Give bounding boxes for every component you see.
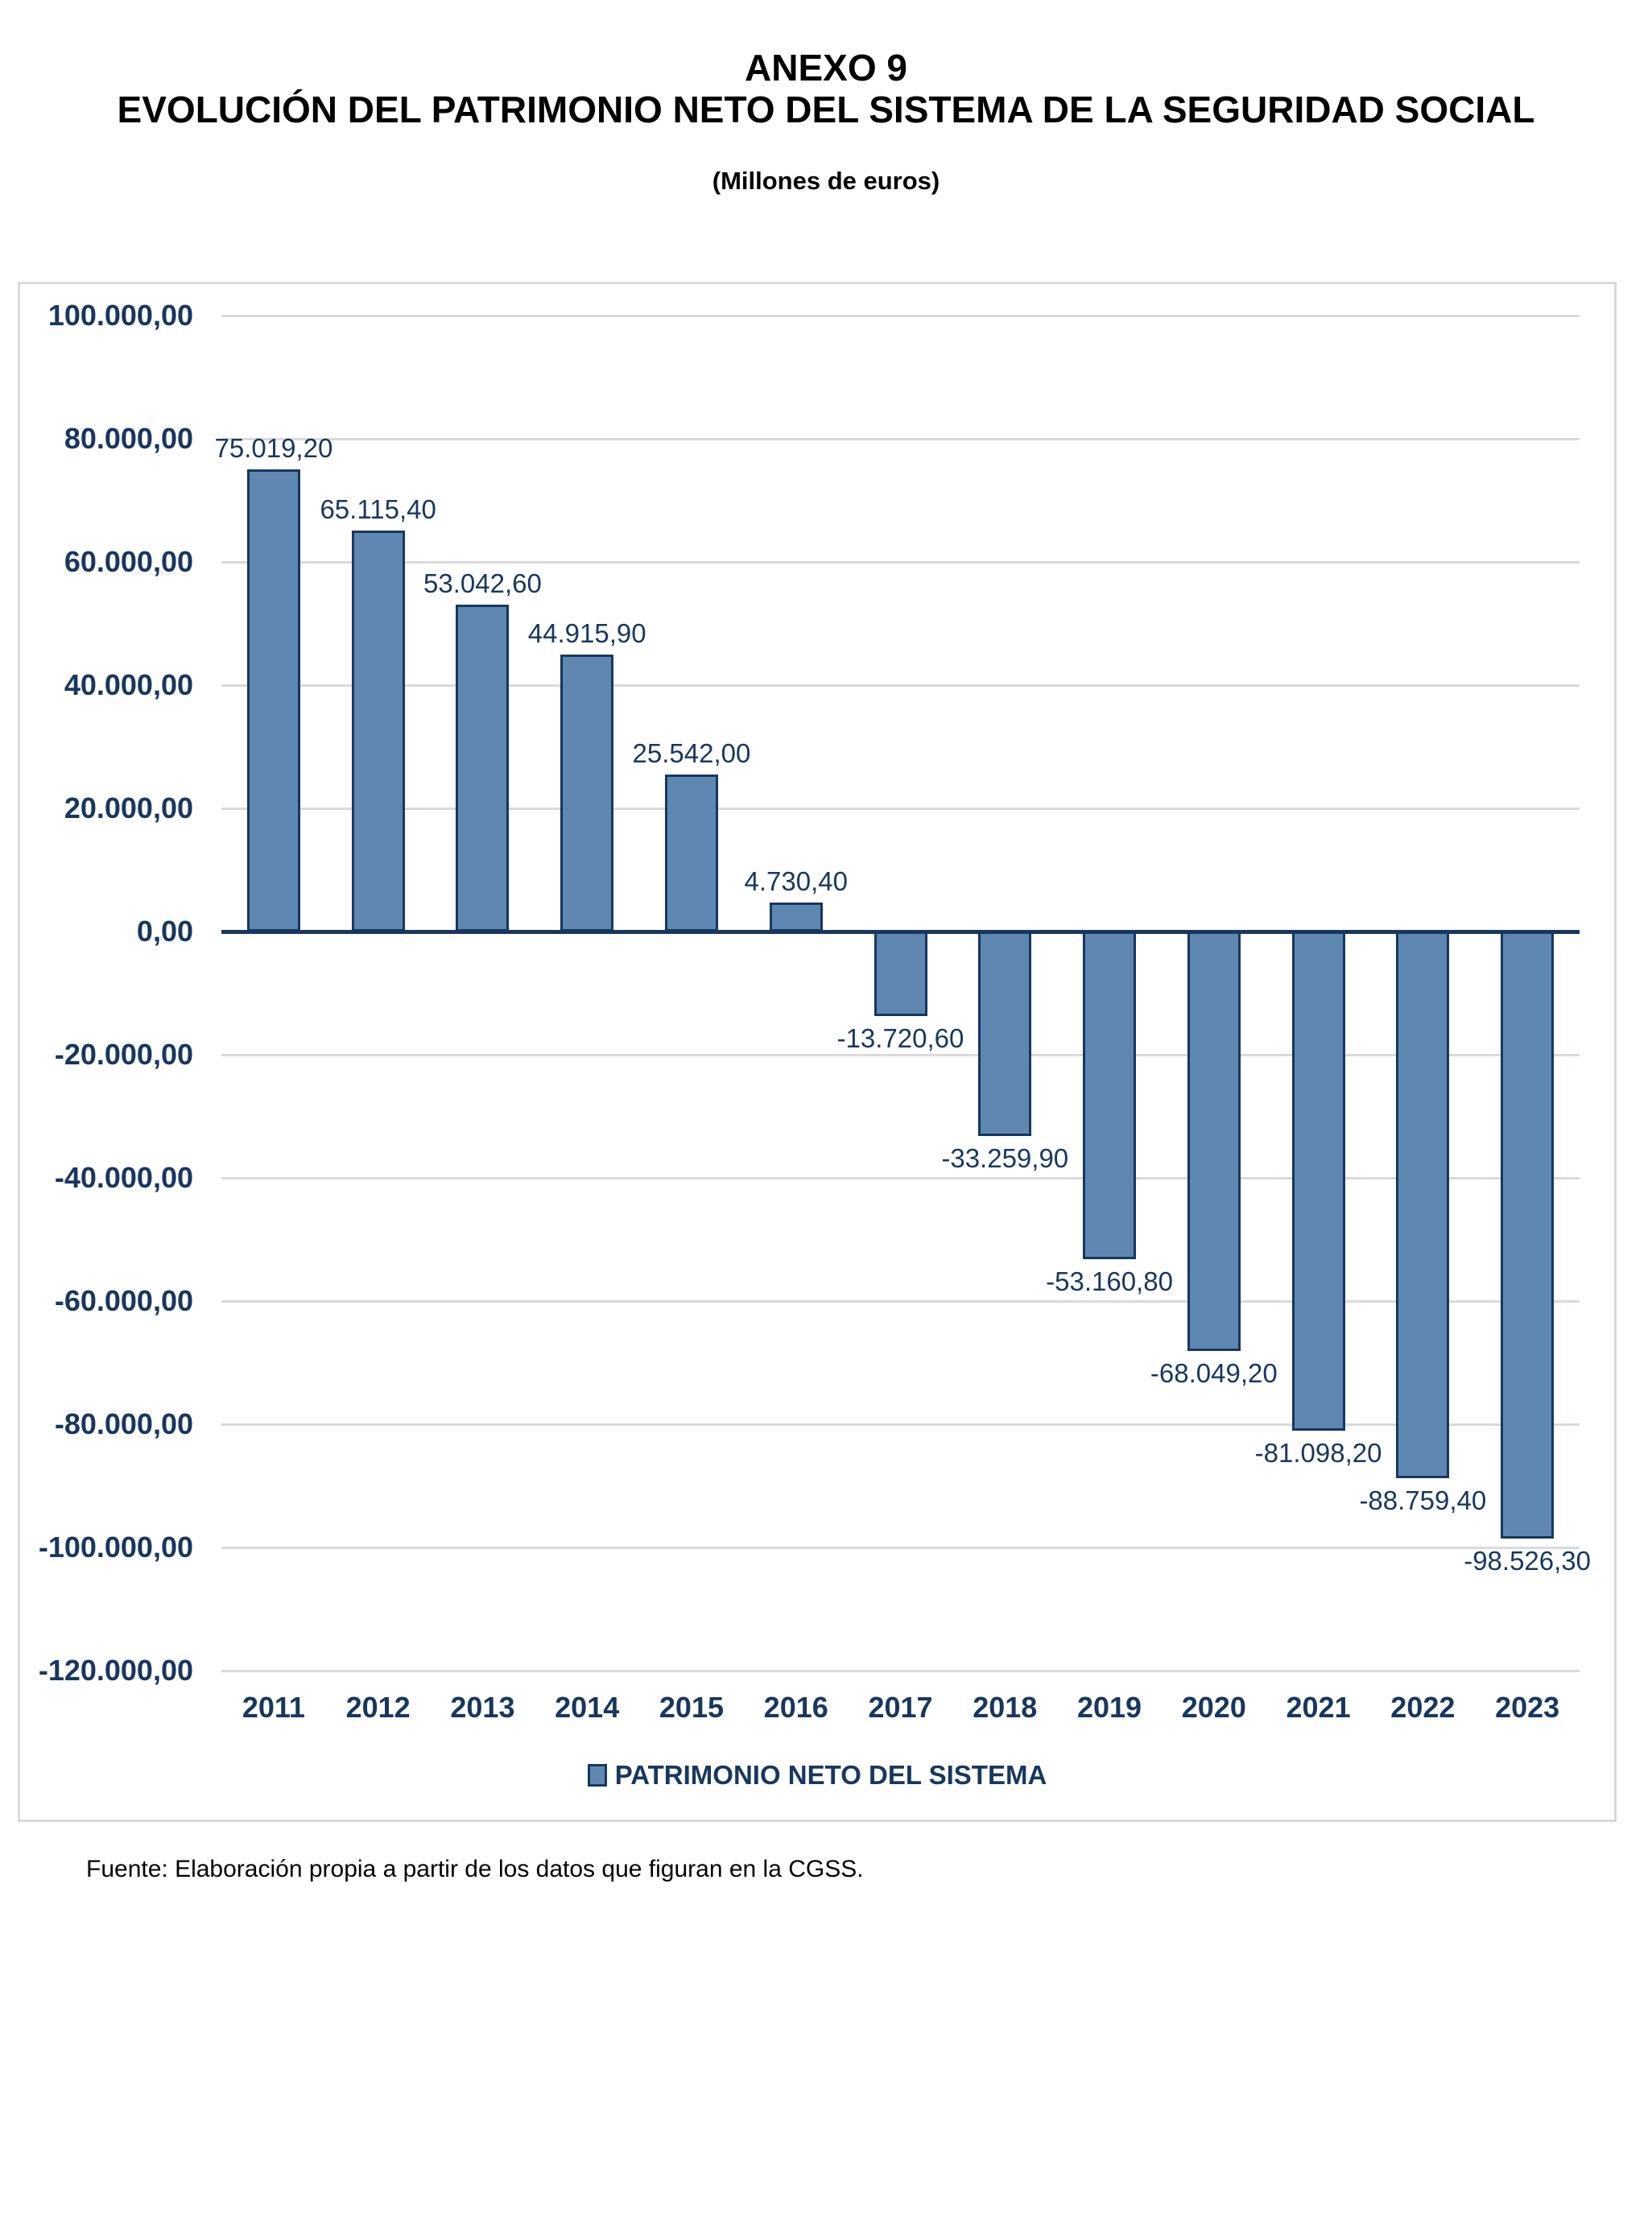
bar-value-label-2016: 4.730,40 <box>744 866 848 896</box>
y-axis-tick-label: -40.000,00 <box>54 1161 193 1194</box>
bar-value-label-2013: 53.042,60 <box>423 568 542 598</box>
bar-value-label-2015: 25.542,00 <box>632 738 751 768</box>
x-axis-year-label: 2020 <box>1181 1691 1246 1724</box>
x-axis-year-label: 2016 <box>763 1691 828 1724</box>
y-axis-tick-label: 60.000,00 <box>64 545 193 578</box>
x-axis-year-label: 2021 <box>1286 1691 1351 1724</box>
gridline <box>221 1176 1580 1179</box>
plot-area: 100.000,00 80.000,00 60.000,00 40.000,00 20.… <box>39 300 1591 1723</box>
y-axis-tick-label: 20.000,00 <box>64 791 193 824</box>
gridline <box>221 1299 1580 1303</box>
legend-series-marker-icon <box>587 1764 607 1787</box>
bar-2023 <box>1501 932 1555 1539</box>
bar-value-label-2021: -81.098,20 <box>1254 1438 1382 1468</box>
bar-2019 <box>1083 932 1137 1259</box>
gridline <box>221 560 1580 564</box>
y-axis-tick-label: 80.000,00 <box>64 422 193 455</box>
y-axis-tick-label: 0,00 <box>136 915 193 948</box>
legend-series-label: PATRIMONIO NETO DEL SISTEMA <box>614 1760 1047 1790</box>
bar-2013 <box>456 605 510 932</box>
source-note: Fuente: Elaboración propia a partir de l… <box>86 1856 864 1882</box>
x-axis-year-label: 2012 <box>345 1691 411 1724</box>
bar-value-label-2012: 65.115,40 <box>320 494 436 524</box>
bar-value-label-2014: 44.915,90 <box>527 618 646 648</box>
gridline <box>221 1546 1580 1549</box>
bar-value-label-2023: -98.526,30 <box>1464 1546 1592 1576</box>
chart-subtitle: (Millones de euros) <box>712 167 940 195</box>
gridline <box>221 314 1580 317</box>
bar-2021 <box>1291 932 1345 1431</box>
x-axis-year-label: 2017 <box>868 1691 933 1724</box>
zero-axis-line <box>221 929 1580 934</box>
gridline <box>221 437 1580 440</box>
y-axis-tick-label: -60.000,00 <box>54 1284 193 1317</box>
bar-value-label-2020: -68.049,20 <box>1150 1358 1278 1388</box>
y-axis-tick-label: 40.000,00 <box>64 668 193 701</box>
chart-title: ANEXO 9 EVOLUCIÓN DEL PATRIMONIO NETO DE… <box>8 47 1644 130</box>
bar-value-label-2019: -53.160,80 <box>1046 1266 1173 1296</box>
bar-value-label-2017: -13.720,60 <box>836 1023 964 1053</box>
chart-title-line1: ANEXO 9 <box>745 47 907 89</box>
x-axis-year-label: 2018 <box>973 1691 1038 1724</box>
bar-2011 <box>246 469 300 932</box>
y-axis-tick-label: -20.000,00 <box>54 1038 193 1071</box>
x-axis-year-label: 2014 <box>555 1691 620 1724</box>
bar-2017 <box>873 932 927 1016</box>
gridline <box>221 807 1580 810</box>
y-axis-tick-label: 100.000,00 <box>47 299 193 332</box>
bar-2022 <box>1396 932 1450 1478</box>
y-axis-tick-label: -120.000,00 <box>38 1654 193 1687</box>
gridline <box>221 684 1580 687</box>
x-axis-year-label: 2019 <box>1076 1691 1142 1724</box>
bar-2012 <box>351 531 405 932</box>
y-axis-tick-label: -80.000,00 <box>54 1407 193 1440</box>
x-axis-year-label: 2013 <box>450 1691 515 1724</box>
x-axis-year-label: 2015 <box>659 1691 724 1724</box>
bar-2020 <box>1187 932 1241 1351</box>
bar-value-label-2018: -33.259,90 <box>941 1143 1069 1173</box>
bar-2018 <box>978 932 1032 1136</box>
bar-2015 <box>664 775 718 932</box>
bar-value-label-2011: 75.019,20 <box>214 433 333 463</box>
bar-2014 <box>560 655 614 932</box>
x-axis-year-label: 2023 <box>1495 1691 1560 1724</box>
gridline <box>221 1669 1580 1672</box>
gridline <box>221 1423 1580 1426</box>
x-axis-year-label: 2011 <box>242 1691 305 1724</box>
y-axis-tick-label: -100.000,00 <box>38 1531 193 1564</box>
bar-2016 <box>769 903 823 932</box>
chart-area: 100.000,00 80.000,00 60.000,00 40.000,00 20.… <box>18 282 1617 1822</box>
x-axis-year-label: 2022 <box>1390 1691 1456 1724</box>
legend: PATRIMONIO NETO DEL SISTEMA <box>20 1761 1614 1790</box>
bar-value-label-2022: -88.759,40 <box>1359 1485 1487 1515</box>
chart-title-line2: EVOLUCIÓN DEL PATRIMONIO NETO DEL SISTEM… <box>117 89 1535 130</box>
gridline <box>221 1053 1580 1056</box>
